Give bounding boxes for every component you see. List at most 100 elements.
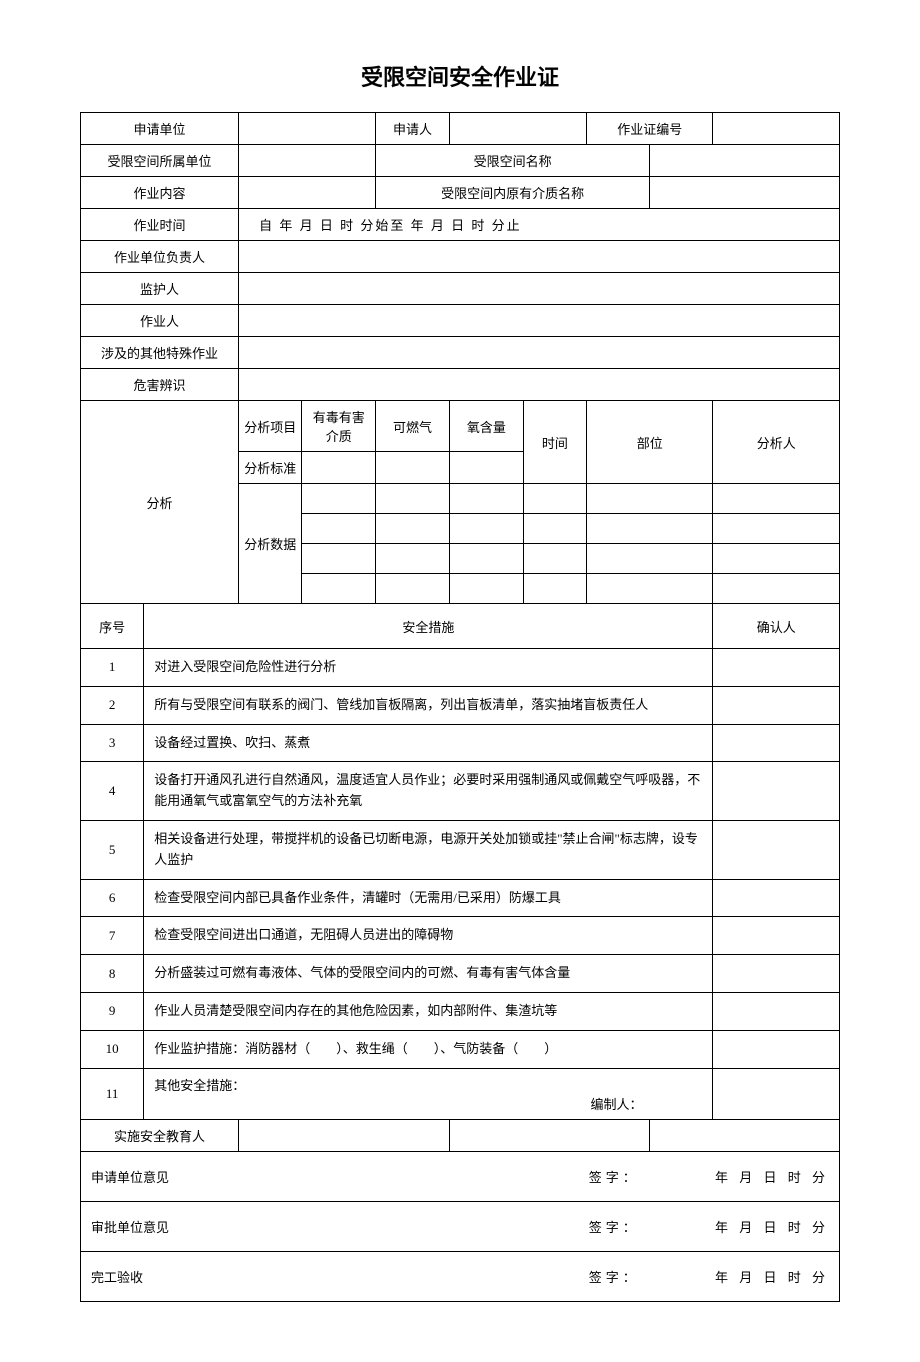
analysis-cell (376, 452, 450, 484)
measure-text: 设备打开通风孔进行自然通风，温度适宜人员作业；必要时采用强制通风或佩戴空气呼吸器… (144, 762, 713, 821)
worker-value (239, 305, 840, 337)
measure-text: 作业人员清楚受限空间内存在的其他危险因素，如内部附件、集渣坑等 (144, 992, 713, 1030)
permit-form-table: 申请单位 申请人 作业证编号 受限空间所属单位 受限空间名称 作业内容 受限空间… (80, 112, 840, 1302)
permit-no-label: 作业证编号 (586, 113, 713, 145)
permit-no-value (713, 113, 840, 145)
analysis-cell (713, 484, 840, 514)
measure-text: 设备经过置换、吹扫、蒸煮 (144, 724, 713, 762)
confirmer-value (713, 1030, 840, 1068)
measure-seq: 6 (81, 879, 144, 917)
analysis-cell (523, 544, 586, 574)
analysis-cell (376, 484, 450, 514)
oxygen-label: 氧含量 (449, 401, 523, 452)
measure-text: 作业监护措施：消防器材（ ）、救生绳（ ）、气防装备（ ） (144, 1030, 713, 1068)
measure-seq: 2 (81, 686, 144, 724)
analysis-cell (586, 514, 713, 544)
applicant-value (449, 113, 586, 145)
analysis-standard-label: 分析标准 (239, 452, 302, 484)
toxic-label: 有毒有害介质 (302, 401, 376, 452)
approve-unit-opinion-row: 审批单位意见 签字： 年 月 日 时 分 (81, 1201, 840, 1251)
work-content-label: 作业内容 (81, 177, 239, 209)
unit-leader-value (239, 241, 840, 273)
analyst-label: 分析人 (713, 401, 840, 484)
worker-label: 作业人 (81, 305, 239, 337)
analysis-data-label: 分析数据 (239, 484, 302, 604)
measure-seq: 9 (81, 992, 144, 1030)
measure-seq: 1 (81, 649, 144, 687)
apply-opinion-label: 申请单位意见 (91, 1167, 169, 1186)
measure-seq: 3 (81, 724, 144, 762)
hazard-identify-label: 危害辨识 (81, 369, 239, 401)
measure-seq: 8 (81, 955, 144, 993)
confirmer-label: 确认人 (713, 604, 840, 649)
compiler-label: 编制人： (154, 1094, 702, 1113)
completion-check-row: 完工验收 签字： 年 月 日 时 分 (81, 1251, 840, 1301)
apply-unit-opinion-row: 申请单位意见 签字： 年 月 日 时 分 (81, 1151, 840, 1201)
measure-text: 分析盛装过可燃有毒液体、气体的受限空间内的可燃、有毒有害气体含量 (144, 955, 713, 993)
analysis-cell (302, 514, 376, 544)
document-title: 受限空间安全作业证 (80, 60, 840, 92)
measure-text: 检查受限空间内部已具备作业条件，清罐时（无需用/已采用）防爆工具 (144, 879, 713, 917)
original-medium-value (650, 177, 840, 209)
analysis-cell (449, 544, 523, 574)
approve-opinion-label: 审批单位意见 (91, 1217, 169, 1236)
measure-text: 检查受限空间进出口通道，无阻碍人员进出的障碍物 (144, 917, 713, 955)
confirmer-value (713, 762, 840, 821)
space-owner-value (239, 145, 376, 177)
analysis-cell (586, 574, 713, 604)
space-name-value (650, 145, 840, 177)
analysis-cell (302, 574, 376, 604)
analysis-cell (449, 484, 523, 514)
space-name-label: 受限空间名称 (376, 145, 650, 177)
measure-seq: 4 (81, 762, 144, 821)
confirmer-value (713, 649, 840, 687)
measure-text-11: 其他安全措施： 编制人： (144, 1068, 713, 1119)
guardian-value (239, 273, 840, 305)
apply-unit-label: 申请单位 (81, 113, 239, 145)
date-text: 年 月 日 时 分 (715, 1220, 829, 1235)
analysis-cell (523, 484, 586, 514)
date-text: 年 月 日 时 分 (715, 1170, 829, 1185)
space-owner-label: 受限空间所属单位 (81, 145, 239, 177)
date-text: 年 月 日 时 分 (715, 1270, 829, 1285)
analysis-section-label: 分析 (81, 401, 239, 604)
confirmer-value (713, 992, 840, 1030)
unit-leader-label: 作业单位负责人 (81, 241, 239, 273)
other-special-value (239, 337, 840, 369)
analysis-cell (376, 574, 450, 604)
safety-edu-label: 实施安全教育人 (81, 1119, 239, 1151)
work-content-value (239, 177, 376, 209)
analysis-cell (586, 484, 713, 514)
other-special-label: 涉及的其他特殊作业 (81, 337, 239, 369)
analysis-cell (302, 452, 376, 484)
original-medium-label: 受限空间内原有介质名称 (376, 177, 650, 209)
measure-label: 安全措施 (144, 604, 713, 649)
analysis-cell (376, 514, 450, 544)
analysis-cell (302, 484, 376, 514)
analysis-cell (523, 514, 586, 544)
analysis-item-label: 分析项目 (239, 401, 302, 452)
measure-text: 对进入受限空间危险性进行分析 (144, 649, 713, 687)
confirmer-value (713, 917, 840, 955)
guardian-label: 监护人 (81, 273, 239, 305)
signature-label: 签字： (589, 1170, 640, 1185)
combustible-label: 可燃气 (376, 401, 450, 452)
analysis-cell (376, 544, 450, 574)
confirmer-value (713, 820, 840, 879)
signature-label: 签字： (589, 1220, 640, 1235)
measure-seq: 10 (81, 1030, 144, 1068)
analysis-cell (523, 574, 586, 604)
work-time-value: 自 年 月 日 时 分始至 年 月 日 时 分止 (239, 209, 840, 241)
measure-seq: 11 (81, 1068, 144, 1119)
signature-label: 签字： (589, 1270, 640, 1285)
analysis-cell (449, 514, 523, 544)
confirmer-value (713, 724, 840, 762)
analysis-cell (713, 514, 840, 544)
confirmer-value (713, 879, 840, 917)
analysis-cell (302, 544, 376, 574)
other-measures-text: 其他安全措施： (154, 1075, 702, 1094)
analysis-cell (449, 452, 523, 484)
safety-edu-value3 (650, 1119, 840, 1151)
confirmer-value (713, 686, 840, 724)
analysis-cell (449, 574, 523, 604)
